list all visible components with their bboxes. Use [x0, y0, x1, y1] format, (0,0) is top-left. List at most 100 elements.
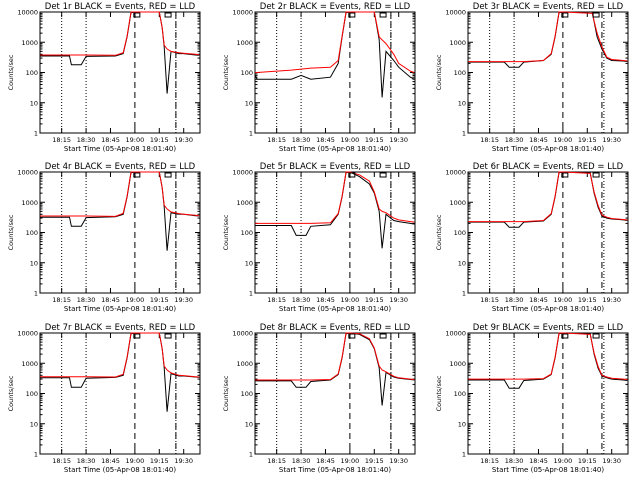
y-tick-label: 1 [249, 130, 253, 138]
x-tick-label: 19:30 [389, 457, 408, 465]
series-line-lld [255, 11, 415, 73]
y-tick-label: 100 [241, 390, 253, 398]
panel-title: Det 3r BLACK = Events, RED = LLD [473, 2, 624, 12]
attenuator-flag [133, 172, 141, 178]
y-tick-label: 10000 [445, 9, 466, 17]
x-tick-label: 18:45 [316, 296, 335, 304]
y-tick-label: 10000 [232, 9, 253, 17]
y-tick-label: 1000 [21, 39, 38, 47]
attenuator-flag [164, 333, 172, 339]
y-tick-label: 1000 [449, 199, 466, 207]
series-line-lld [40, 11, 200, 56]
y-tick-label: 100 [454, 69, 466, 77]
y-axis-label: Counts/sec [7, 214, 15, 250]
x-tick-label: 18:45 [529, 457, 548, 465]
x-tick-label: 18:15 [52, 457, 71, 465]
y-tick-label: 1 [462, 290, 466, 298]
y-tick-label: 10 [458, 420, 466, 428]
x-tick-label: 19:30 [174, 136, 193, 144]
panel-title: Det 5r BLACK = Events, RED = LLD [260, 162, 411, 172]
attenuator-flag [379, 333, 387, 339]
y-tick-label: 10 [245, 420, 253, 428]
x-tick-label: 18:30 [77, 457, 96, 465]
attenuator-flag [348, 172, 356, 178]
x-tick-label: 19:15 [150, 136, 169, 144]
attenuator-flag [348, 333, 356, 339]
x-tick-label: 19:30 [389, 136, 408, 144]
series-line-lld [40, 332, 200, 378]
panel-det-1: Det 1r BLACK = Events, RED = LLD 1 10 100 10… [7, 2, 201, 153]
y-axis-label: Counts/sec [435, 214, 443, 250]
x-tick-label: 18:15 [267, 296, 286, 304]
attenuator-flag [164, 12, 172, 18]
x-tick-label: 18:15 [267, 457, 286, 465]
x-tick-label: 18:45 [316, 457, 335, 465]
x-axis-label: Start Time (05-Apr-08 18:01:40) [279, 145, 391, 153]
panel-det-5: Det 5r BLACK = Events, RED = LLD 1 10 100 10… [222, 162, 416, 313]
x-axis-label: Start Time (05-Apr-08 18:01:40) [492, 145, 604, 153]
y-tick-label: 10 [458, 259, 466, 267]
x-axis-label: Start Time (05-Apr-08 18:01:40) [64, 305, 176, 313]
y-tick-label: 10000 [445, 330, 466, 338]
y-tick-label: 10 [30, 420, 38, 428]
attenuator-flag [561, 12, 569, 18]
x-tick-label: 19:00 [554, 136, 573, 144]
attenuator-flag [561, 333, 569, 339]
y-tick-label: 10000 [445, 169, 466, 177]
series-line-lld [468, 171, 628, 223]
y-tick-label: 1000 [449, 360, 466, 368]
x-tick-label: 19:15 [578, 296, 597, 304]
series-line-lld [468, 11, 628, 63]
x-tick-label: 19:30 [602, 296, 621, 304]
y-tick-label: 10000 [17, 169, 38, 177]
attenuator-flag [164, 172, 172, 178]
x-tick-label: 19:30 [602, 457, 621, 465]
x-tick-label: 18:30 [77, 296, 96, 304]
x-tick-label: 18:45 [316, 136, 335, 144]
x-tick-label: 19:15 [150, 457, 169, 465]
panel-title: Det 8r BLACK = Events, RED = LLD [260, 323, 411, 333]
attenuator-flag [133, 12, 141, 18]
x-tick-label: 18:15 [480, 136, 499, 144]
panel-title: Det 7r BLACK = Events, RED = LLD [45, 323, 196, 333]
y-tick-label: 100 [454, 229, 466, 237]
panel-title: Det 4r BLACK = Events, RED = LLD [45, 162, 196, 172]
x-tick-label: 18:15 [480, 457, 499, 465]
attenuator-flag [561, 172, 569, 178]
x-tick-label: 19:00 [554, 457, 573, 465]
y-axis-label: Counts/sec [222, 214, 230, 250]
x-tick-label: 19:30 [174, 296, 193, 304]
y-tick-label: 100 [26, 390, 38, 398]
y-tick-label: 10 [245, 259, 253, 267]
y-tick-label: 1 [34, 130, 38, 138]
y-axis-label: Counts/sec [222, 54, 230, 90]
y-tick-label: 100 [26, 229, 38, 237]
x-tick-label: 18:15 [267, 136, 286, 144]
y-tick-label: 10000 [232, 330, 253, 338]
series-line-lld [40, 171, 200, 217]
y-tick-label: 1000 [449, 39, 466, 47]
y-axis-label: Counts/sec [222, 375, 230, 411]
x-tick-label: 18:30 [292, 296, 311, 304]
x-axis-label: Start Time (05-Apr-08 18:01:40) [279, 305, 391, 313]
series-line-lld [468, 332, 628, 380]
y-axis-label: Counts/sec [7, 375, 15, 411]
x-tick-label: 19:00 [126, 296, 145, 304]
attenuator-flag [348, 12, 356, 18]
panel-det-3: Det 3r BLACK = Events, RED = LLD 1 10 100 10… [435, 2, 629, 153]
attenuator-flag [379, 12, 387, 18]
x-tick-label: 19:00 [126, 457, 145, 465]
panel-title: Det 1r BLACK = Events, RED = LLD [45, 2, 196, 12]
y-tick-label: 100 [241, 229, 253, 237]
y-tick-label: 10 [30, 259, 38, 267]
y-tick-label: 1000 [236, 39, 253, 47]
x-tick-label: 18:45 [101, 457, 120, 465]
x-tick-label: 19:15 [365, 457, 384, 465]
x-tick-label: 18:30 [505, 457, 524, 465]
y-tick-label: 1 [462, 451, 466, 459]
x-tick-label: 18:15 [480, 296, 499, 304]
y-tick-label: 1000 [236, 360, 253, 368]
x-tick-label: 19:00 [341, 457, 360, 465]
x-axis-label: Start Time (05-Apr-08 18:01:40) [492, 305, 604, 313]
x-tick-label: 19:15 [365, 296, 384, 304]
